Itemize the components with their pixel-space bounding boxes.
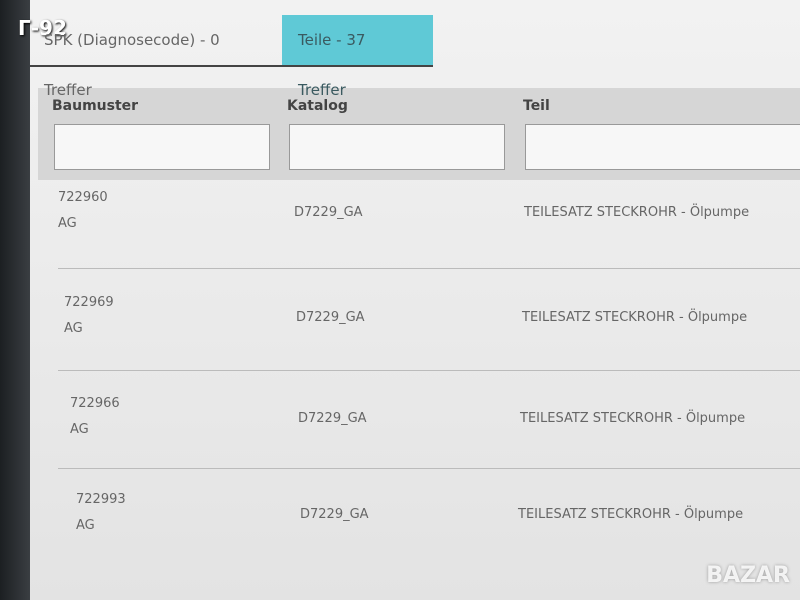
tab[interactable]: SPK (Diagnosecode) - 0 Treffer [44, 31, 220, 99]
variant: AG [76, 518, 95, 533]
monitor-bezel [0, 0, 30, 600]
filter-input[interactable] [289, 124, 505, 170]
variant: AG [64, 321, 83, 336]
filter-input[interactable] [525, 124, 800, 170]
variant: AG [58, 216, 77, 231]
baumuster: 722966 [70, 396, 120, 411]
filter-label: Katalog [287, 98, 348, 114]
katalog: D7229_GA [294, 205, 363, 220]
logo: BAZAR [706, 563, 790, 588]
katalog: D7229_GA [298, 411, 367, 426]
tab[interactable]: Teile - 37 Treffer [282, 15, 433, 99]
filter-label: Teil [523, 98, 550, 114]
baumuster: 722960 [58, 190, 108, 205]
row-separator [58, 468, 800, 469]
katalog: D7229_GA [300, 507, 369, 522]
filter-label: Baumuster [52, 98, 139, 114]
variant: AG [70, 422, 89, 437]
teil: TEILESATZ STECKROHR - Ölpumpe [524, 205, 750, 220]
teil: TEILESATZ STECKROHR - Ölpumpe [520, 411, 746, 426]
watermark: Г-92 [18, 16, 67, 40]
katalog: D7229_GA [296, 310, 365, 325]
teil: TEILESATZ STECKROHR - Ölpumpe [522, 310, 748, 325]
baumuster: 722969 [64, 295, 114, 310]
teil: TEILESATZ STECKROHR - Ölpumpe [518, 507, 744, 522]
row-separator [58, 268, 800, 269]
baumuster: 722993 [76, 492, 126, 507]
row-separator [58, 370, 800, 371]
tab-underline [30, 65, 433, 67]
filter-input[interactable] [54, 124, 270, 170]
